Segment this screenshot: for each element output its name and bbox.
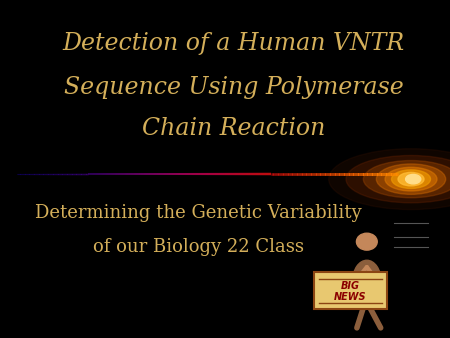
Ellipse shape [353, 260, 381, 301]
Text: Chain Reaction: Chain Reaction [142, 117, 325, 140]
Text: Sequence Using Polymerase: Sequence Using Polymerase [63, 76, 403, 99]
Text: BIG: BIG [341, 281, 360, 291]
Text: Detection of a Human VNTR: Detection of a Human VNTR [63, 32, 405, 55]
FancyBboxPatch shape [314, 272, 387, 309]
Ellipse shape [405, 174, 421, 184]
Ellipse shape [385, 167, 437, 191]
Ellipse shape [363, 161, 450, 198]
Text: NEWS: NEWS [334, 292, 367, 302]
Ellipse shape [392, 170, 431, 189]
Ellipse shape [356, 233, 377, 250]
Text: of our Biology 22 Class: of our Biology 22 Class [93, 238, 304, 256]
Text: Determining the Genetic Variability: Determining the Genetic Variability [36, 204, 362, 222]
Ellipse shape [376, 164, 446, 194]
Ellipse shape [346, 155, 450, 203]
Ellipse shape [328, 149, 450, 210]
Ellipse shape [398, 172, 424, 186]
